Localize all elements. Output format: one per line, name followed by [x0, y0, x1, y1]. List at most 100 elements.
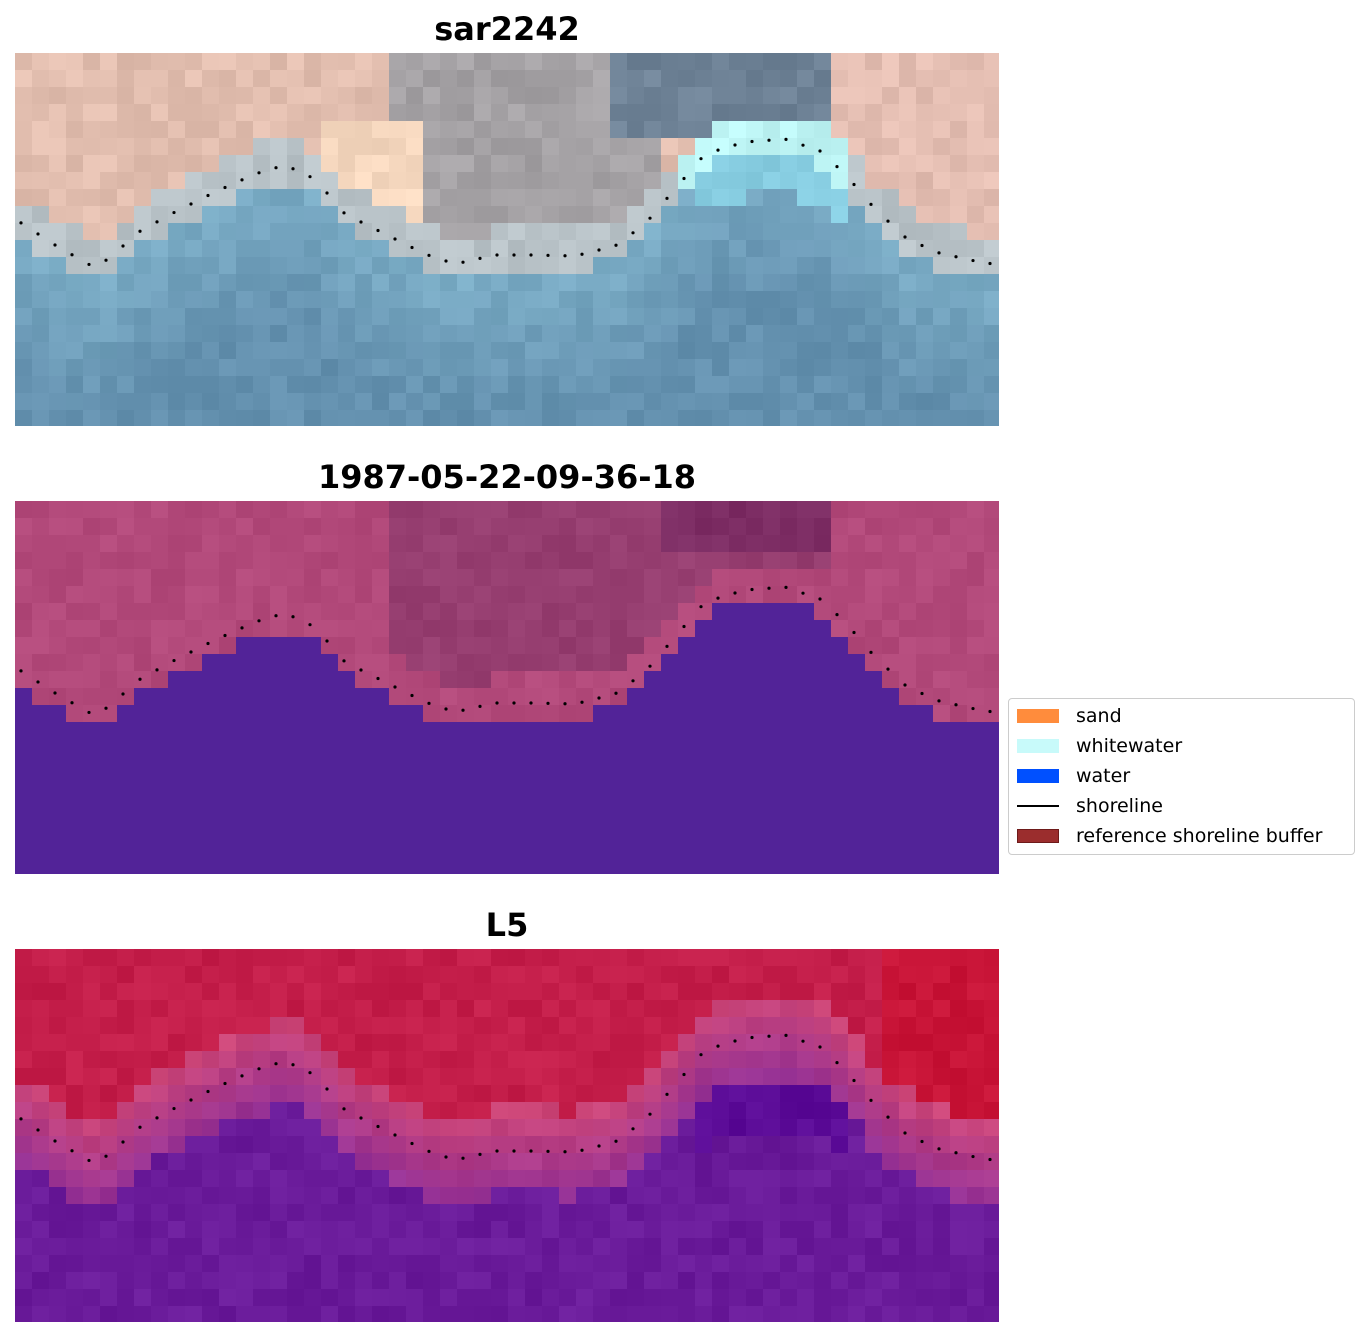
shoreline-dot: [886, 1115, 890, 1119]
shoreline-dot: [699, 1053, 703, 1057]
panel-title-3: L5: [485, 906, 529, 944]
shoreline-dot: [852, 1078, 856, 1083]
shoreline-dot: [784, 1033, 788, 1037]
shoreline-dot: [495, 253, 499, 257]
shoreline-dot: [631, 1127, 635, 1131]
shoreline-dot: [427, 253, 431, 257]
shoreline-dot: [546, 1149, 550, 1153]
shoreline-dot: [580, 700, 584, 704]
shoreline-dot: [835, 1061, 839, 1065]
shoreline-dot: [614, 691, 618, 695]
shoreline-dot: [733, 143, 737, 147]
shoreline-dot: [19, 669, 23, 673]
shoreline-dot: [308, 175, 312, 179]
shoreline-dot: [495, 1149, 499, 1153]
legend-swatch-water: [1017, 769, 1059, 783]
shoreline-dot: [716, 596, 720, 600]
shoreline-dot: [376, 228, 380, 233]
shoreline-dot: [240, 626, 244, 630]
shoreline-dot: [359, 220, 363, 224]
shoreline-dot: [444, 1155, 448, 1159]
panel-title-2: 1987-05-22-09-36-18: [317, 458, 697, 496]
shoreline-dot: [189, 1098, 193, 1102]
shoreline-dot: [172, 1106, 176, 1111]
shoreline-dot: [172, 658, 176, 663]
shoreline-dot: [563, 254, 567, 258]
shoreline-dot: [682, 624, 686, 629]
shoreline-dot: [648, 1112, 652, 1116]
shoreline-dot: [818, 1045, 822, 1049]
shoreline-dot: [342, 211, 346, 215]
shoreline-dot: [512, 701, 516, 705]
shoreline-dot: [308, 1071, 312, 1075]
shoreline-dot: [478, 704, 482, 708]
shoreline-dot: [971, 1154, 975, 1159]
shoreline-dot: [665, 196, 669, 200]
shoreline-dot: [274, 1062, 278, 1066]
classified-image-panel: [15, 501, 999, 874]
shoreline-dot: [342, 1107, 346, 1111]
shoreline-dot: [359, 668, 363, 672]
shoreline-dot: [70, 1149, 74, 1153]
shoreline-dot: [291, 615, 295, 619]
shoreline-dot: [87, 710, 91, 715]
legend-label-reference-buffer: reference shoreline buffer: [1076, 825, 1323, 847]
shoreline-dot: [206, 641, 210, 646]
shoreline-dot: [954, 255, 958, 259]
shoreline-dot: [291, 167, 295, 171]
shoreline-dot: [53, 691, 57, 695]
shoreline-dot: [359, 1116, 363, 1120]
shoreline-dot: [206, 193, 210, 198]
shoreline-dot: [852, 630, 856, 635]
shoreline-dot: [138, 677, 142, 681]
probability-image-panel: [15, 949, 999, 1322]
shoreline-dot: [274, 166, 278, 170]
shoreline-dot: [172, 210, 176, 215]
shoreline-dot: [240, 178, 244, 182]
shoreline-dot: [19, 221, 23, 225]
panel-title-1: sar2242: [434, 10, 580, 48]
legend-swatch-sand: [1017, 709, 1059, 723]
legend-swatch-reference-buffer: [1017, 829, 1059, 843]
shoreline-dot: [427, 701, 431, 705]
shoreline-dots: [19, 1033, 992, 1163]
shoreline-dot: [954, 703, 958, 707]
shoreline-dot: [988, 1157, 992, 1162]
shoreline-dot: [189, 202, 193, 206]
shoreline-dot: [937, 699, 941, 703]
shoreline-dot: [988, 261, 992, 266]
shoreline-dot: [461, 708, 465, 712]
shoreline-dot: [104, 1154, 108, 1158]
shoreline-dot: [920, 243, 924, 248]
shoreline-dot: [767, 586, 771, 590]
shoreline-dot: [716, 1044, 720, 1048]
shoreline-dot: [971, 258, 975, 263]
shoreline-dot: [682, 176, 686, 181]
shoreline-dot: [835, 165, 839, 169]
shoreline-dot: [920, 691, 924, 696]
shoreline-dot: [53, 1139, 57, 1143]
shoreline-dot: [648, 216, 652, 220]
shoreline-dot: [563, 702, 567, 706]
shoreline-dot: [597, 248, 601, 252]
legend-label-sand: sand: [1076, 705, 1122, 727]
shoreline-dot: [478, 1152, 482, 1156]
shoreline-dot: [818, 149, 822, 153]
shoreline-dot: [750, 587, 754, 592]
shoreline-dot: [138, 1125, 142, 1129]
shoreline-dot: [716, 148, 720, 152]
shoreline-dot: [614, 1139, 618, 1143]
shoreline-dot: [121, 1140, 125, 1144]
shoreline-dot: [512, 1149, 516, 1153]
legend-label-water: water: [1076, 765, 1131, 787]
legend-item-shoreline: shoreline: [1017, 791, 1352, 821]
legend-item-whitewater: whitewater: [1017, 731, 1352, 761]
shoreline-dot: [189, 650, 193, 654]
shoreline-dot: [325, 191, 329, 195]
shoreline-dot: [631, 679, 635, 683]
legend-item-water: water: [1017, 761, 1352, 791]
shoreline-dot: [699, 157, 703, 161]
shoreline-dot: [750, 139, 754, 144]
rgb-image-panel: [15, 53, 999, 426]
shoreline-dots: [19, 137, 992, 267]
